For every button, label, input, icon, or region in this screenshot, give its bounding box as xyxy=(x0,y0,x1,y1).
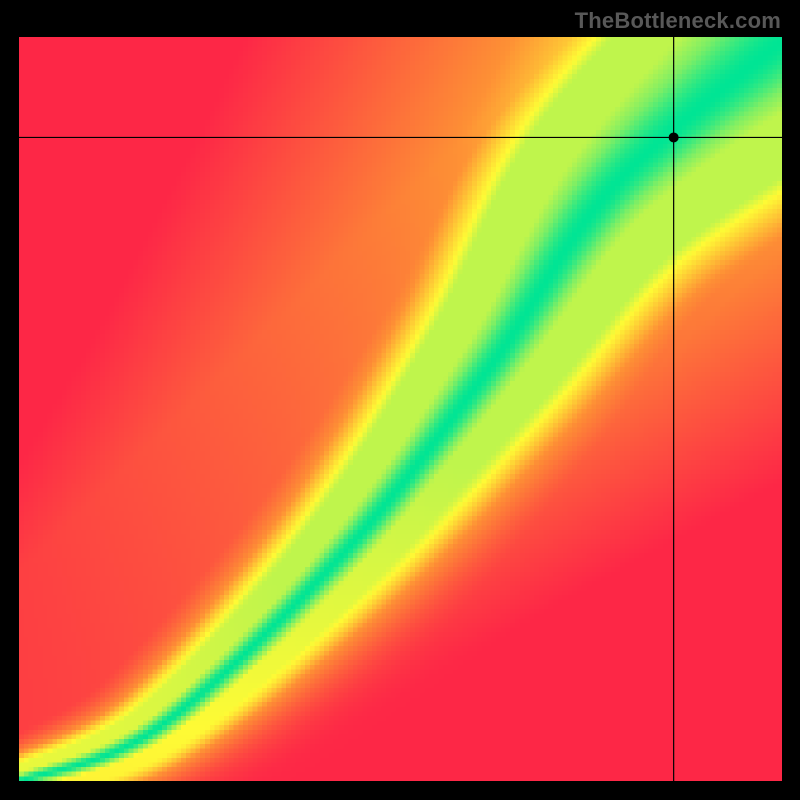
watermark-text: TheBottleneck.com xyxy=(575,8,781,34)
chart-container: { "watermark": { "text": "TheBottleneck.… xyxy=(0,0,800,800)
bottleneck-heatmap xyxy=(19,37,782,781)
